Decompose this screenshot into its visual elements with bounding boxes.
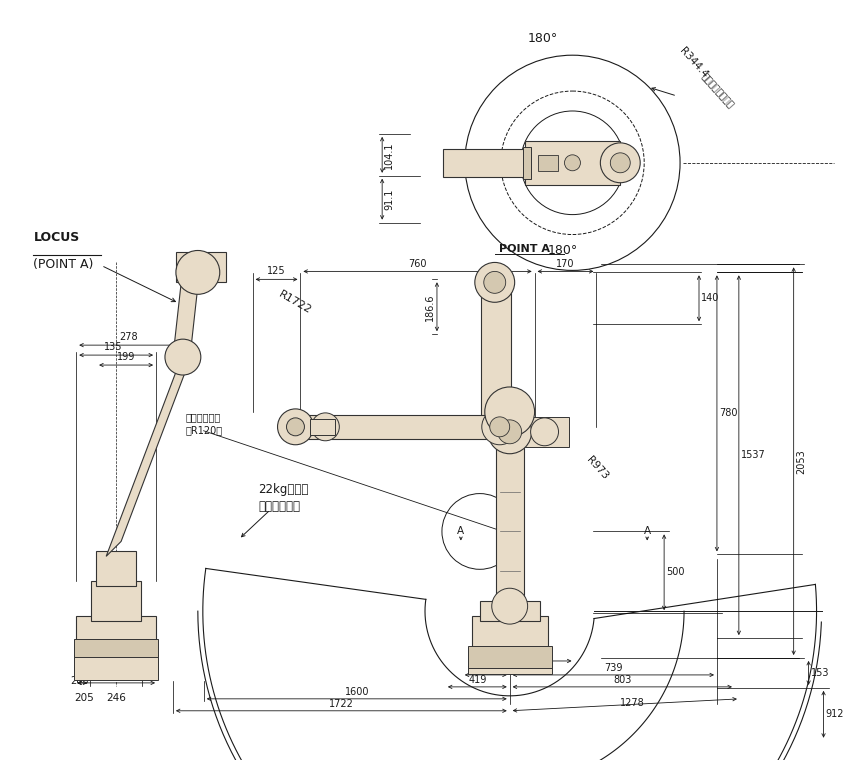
Bar (472, 616, 547, 668)
Bar (74, 655, 158, 680)
Text: 419: 419 (468, 675, 486, 685)
Text: 278: 278 (119, 332, 138, 342)
Text: 140: 140 (701, 293, 719, 304)
Text: （旋回干涉半径）: （旋回干涉半径） (699, 72, 734, 110)
Text: 91.1: 91.1 (384, 189, 394, 210)
Circle shape (498, 420, 522, 444)
Circle shape (475, 263, 514, 302)
Text: （R120）: （R120） (186, 425, 223, 435)
Text: 199: 199 (117, 352, 135, 362)
Text: A: A (457, 527, 464, 537)
Bar (524, 141, 620, 185)
Bar (443, 149, 528, 177)
Text: 153: 153 (811, 668, 829, 678)
Text: 500: 500 (666, 567, 684, 578)
Text: 780: 780 (719, 409, 738, 419)
Text: POINT A: POINT A (499, 244, 550, 254)
Bar (74, 639, 158, 657)
Polygon shape (173, 267, 199, 367)
Bar (296, 415, 519, 439)
Circle shape (176, 250, 220, 295)
Bar (537, 154, 558, 170)
Bar (468, 646, 552, 668)
Text: 760: 760 (408, 260, 427, 269)
Circle shape (278, 409, 314, 444)
Circle shape (311, 413, 339, 441)
Text: 180°: 180° (547, 244, 578, 257)
Text: 1537: 1537 (741, 451, 766, 460)
Text: 205: 205 (74, 693, 94, 703)
Text: 135: 135 (104, 342, 122, 352)
Text: R973: R973 (585, 454, 610, 481)
Circle shape (484, 272, 506, 293)
Text: 739: 739 (604, 663, 622, 673)
Polygon shape (106, 357, 191, 556)
Text: 280: 280 (107, 658, 126, 668)
Text: 205: 205 (71, 676, 89, 686)
Circle shape (286, 418, 304, 436)
Circle shape (484, 387, 535, 437)
Bar (310, 419, 336, 435)
Bar (76, 616, 156, 644)
Text: 手腕干涉范围: 手腕干涉范围 (186, 412, 221, 422)
Text: LOCUS: LOCUS (33, 231, 80, 244)
Circle shape (482, 409, 518, 444)
Text: R344.4: R344.4 (677, 46, 709, 80)
Text: 1278: 1278 (620, 698, 644, 708)
Bar (514, 417, 570, 447)
Circle shape (488, 410, 531, 454)
Text: 104.1: 104.1 (384, 141, 394, 169)
Text: 180°: 180° (528, 32, 558, 45)
Text: 22kg可搬运: 22kg可搬运 (258, 483, 309, 496)
Bar (523, 147, 530, 179)
Bar (176, 253, 226, 282)
Circle shape (492, 588, 528, 624)
Circle shape (530, 418, 558, 446)
Circle shape (600, 143, 640, 183)
Text: 1600: 1600 (344, 687, 369, 697)
Bar (481, 282, 511, 431)
Circle shape (490, 417, 510, 437)
Bar (468, 666, 552, 674)
Bar (91, 581, 141, 621)
Bar (479, 601, 540, 621)
Text: 912: 912 (825, 709, 844, 719)
Circle shape (165, 339, 201, 375)
Text: 1722: 1722 (329, 699, 354, 708)
Text: R1722: R1722 (277, 289, 314, 316)
Text: 最大动作范围: 最大动作范围 (258, 500, 301, 513)
Text: 2053: 2053 (796, 449, 807, 473)
Circle shape (564, 154, 581, 170)
Text: 186.6: 186.6 (425, 293, 435, 320)
Text: A: A (643, 527, 651, 537)
Text: 260: 260 (477, 663, 495, 673)
Text: 433: 433 (525, 649, 544, 659)
Bar (96, 552, 136, 586)
Circle shape (610, 153, 630, 173)
Text: (POINT A): (POINT A) (33, 259, 94, 272)
Text: 170: 170 (556, 260, 575, 269)
Text: 125: 125 (267, 266, 286, 276)
Text: 246: 246 (106, 693, 126, 703)
Text: 803: 803 (613, 675, 632, 685)
Bar (496, 431, 524, 607)
